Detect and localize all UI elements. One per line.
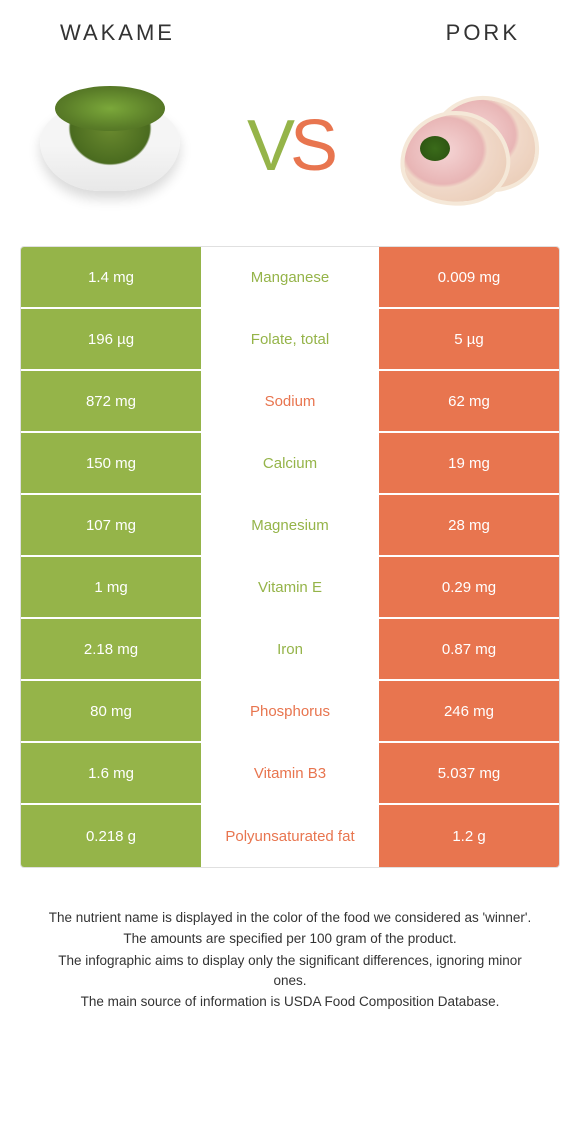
table-row: 1 mgVitamin E0.29 mg xyxy=(21,557,559,619)
right-value: 5.037 mg xyxy=(379,743,559,803)
right-value: 0.009 mg xyxy=(379,247,559,307)
right-value: 62 mg xyxy=(379,371,559,431)
comparison-table: 1.4 mgManganese0.009 mg196 µgFolate, tot… xyxy=(20,246,560,868)
left-value: 1 mg xyxy=(21,557,201,617)
left-value: 1.4 mg xyxy=(21,247,201,307)
nutrient-label: Iron xyxy=(201,619,379,679)
right-value: 19 mg xyxy=(379,433,559,493)
left-value: 872 mg xyxy=(21,371,201,431)
nutrient-label: Manganese xyxy=(201,247,379,307)
nutrient-label: Magnesium xyxy=(201,495,379,555)
vs-v: V xyxy=(247,105,290,187)
table-row: 1.6 mgVitamin B35.037 mg xyxy=(21,743,559,805)
table-row: 196 µgFolate, total5 µg xyxy=(21,309,559,371)
left-value: 2.18 mg xyxy=(21,619,201,679)
left-value: 107 mg xyxy=(21,495,201,555)
right-value: 0.29 mg xyxy=(379,557,559,617)
left-value: 0.218 g xyxy=(21,805,201,867)
footer-line: The amounts are specified per 100 gram o… xyxy=(40,929,540,949)
table-row: 1.4 mgManganese0.009 mg xyxy=(21,247,559,309)
left-value: 1.6 mg xyxy=(21,743,201,803)
table-row: 2.18 mgIron0.87 mg xyxy=(21,619,559,681)
wakame-image xyxy=(20,76,200,216)
nutrient-label: Vitamin B3 xyxy=(201,743,379,803)
right-value: 0.87 mg xyxy=(379,619,559,679)
vs-label: V S xyxy=(247,105,333,187)
table-row: 107 mgMagnesium28 mg xyxy=(21,495,559,557)
right-value: 28 mg xyxy=(379,495,559,555)
left-value: 196 µg xyxy=(21,309,201,369)
table-row: 872 mgSodium62 mg xyxy=(21,371,559,433)
footer-line: The nutrient name is displayed in the co… xyxy=(40,908,540,928)
left-value: 80 mg xyxy=(21,681,201,741)
right-value: 5 µg xyxy=(379,309,559,369)
footer-notes: The nutrient name is displayed in the co… xyxy=(20,868,560,1012)
vs-s: S xyxy=(290,105,333,187)
table-row: 0.218 gPolyunsaturated fat1.2 g xyxy=(21,805,559,867)
images-row: V S xyxy=(20,66,560,246)
right-value: 246 mg xyxy=(379,681,559,741)
table-row: 80 mgPhosphorus246 mg xyxy=(21,681,559,743)
left-title: WAKAME xyxy=(60,20,175,46)
nutrient-label: Calcium xyxy=(201,433,379,493)
left-value: 150 mg xyxy=(21,433,201,493)
right-value: 1.2 g xyxy=(379,805,559,867)
footer-line: The main source of information is USDA F… xyxy=(40,992,540,1012)
table-row: 150 mgCalcium19 mg xyxy=(21,433,559,495)
nutrient-label: Sodium xyxy=(201,371,379,431)
pork-image xyxy=(380,76,560,216)
header: WAKAME PORK xyxy=(20,20,560,66)
nutrient-label: Phosphorus xyxy=(201,681,379,741)
footer-line: The infographic aims to display only the… xyxy=(40,951,540,992)
nutrient-label: Folate, total xyxy=(201,309,379,369)
nutrient-label: Vitamin E xyxy=(201,557,379,617)
right-title: PORK xyxy=(446,20,520,46)
nutrient-label: Polyunsaturated fat xyxy=(201,805,379,867)
